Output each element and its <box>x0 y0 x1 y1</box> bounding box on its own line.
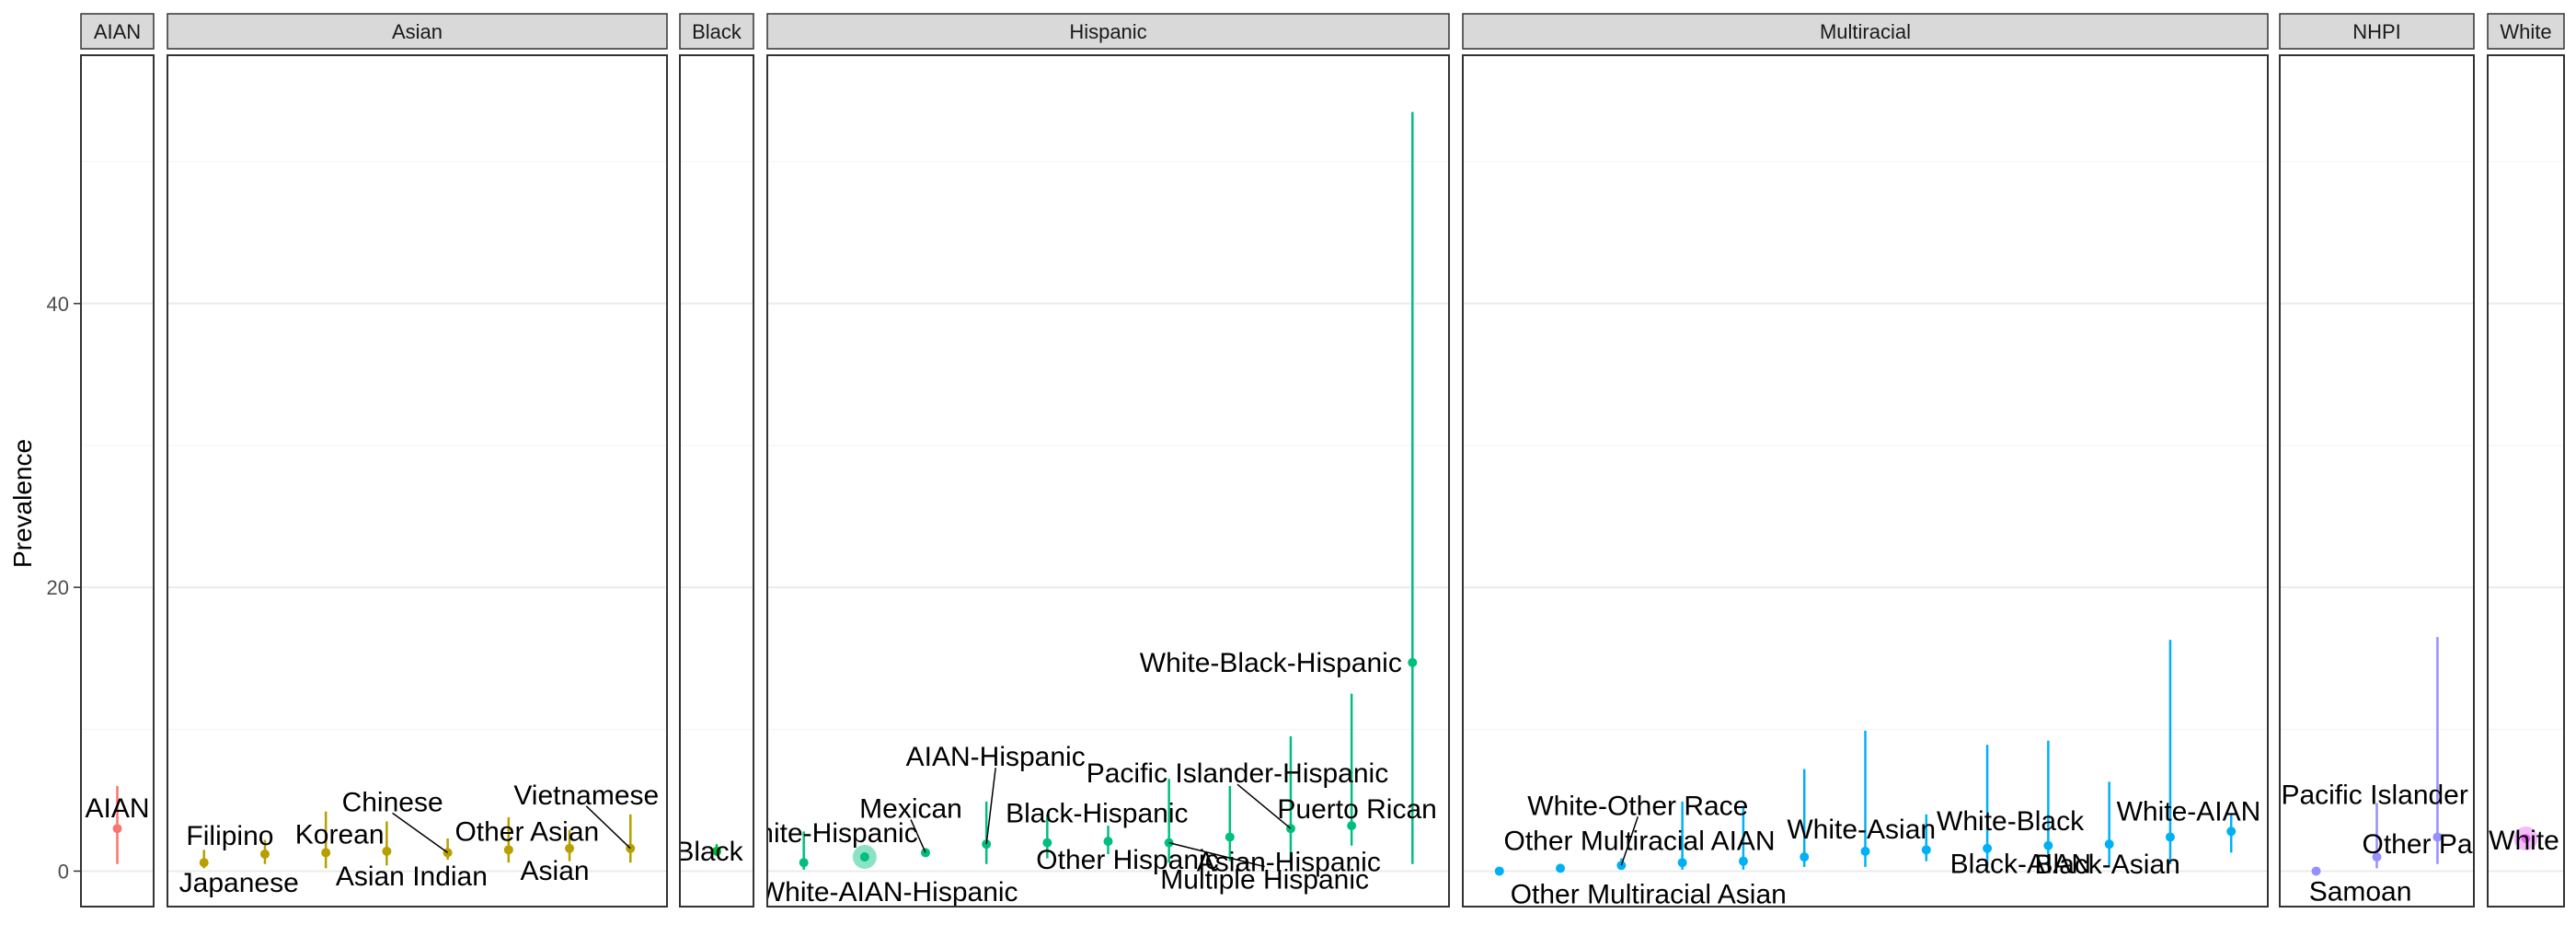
point-label: Asian-Hispanic <box>1197 847 1381 877</box>
data-point <box>1739 857 1748 866</box>
data-point <box>2166 832 2175 841</box>
point-label: Mexican <box>859 793 962 824</box>
y-axis: 0 20 40 <box>47 293 81 884</box>
data-point <box>1495 866 1504 875</box>
data-point <box>2105 839 2114 849</box>
facet-strip-label: AIAN <box>94 20 141 43</box>
facet-hispanic: HispanicWhite-AIAN-HispanicWhite-Hispani… <box>732 14 1449 908</box>
point-label: Asian <box>521 856 590 886</box>
panel-background <box>680 55 753 907</box>
point-label: Other Asian <box>454 816 599 847</box>
data-point <box>1678 858 1687 867</box>
data-point <box>1408 658 1417 667</box>
data-point <box>799 858 809 867</box>
data-point <box>113 824 122 833</box>
point-label: Black-Asian <box>2034 850 2179 880</box>
data-point <box>2226 827 2236 836</box>
point-label: Filipino <box>186 821 273 851</box>
y-tick-label: 40 <box>47 293 69 316</box>
point-label: Puerto Rican <box>1277 794 1436 825</box>
point-label: White-AIAN <box>2117 796 2261 827</box>
data-point <box>1225 832 1235 841</box>
facet-strip-label: Asian <box>392 20 443 43</box>
point-label: Korean <box>295 819 385 850</box>
data-point <box>1922 845 1931 854</box>
point-label: Pacific Islander <box>2281 780 2467 810</box>
facet-aian: AIAN AIAN <box>81 14 154 907</box>
point-label: Black-Hispanic <box>1006 799 1188 829</box>
facet-asian: Asian Japanese Filipino Korean Asian Indian C… <box>167 14 667 907</box>
panel-background <box>2280 55 2474 907</box>
point-label: Other Multiracial Asian <box>1511 879 1787 909</box>
data-point <box>1800 852 1809 861</box>
facet-black: Black Black <box>675 14 753 907</box>
panel-background <box>2488 55 2564 907</box>
facet-labels: Black <box>675 837 743 867</box>
point-label: White-Black-Hispanic <box>1140 648 1402 678</box>
point-label: Vietnamese <box>513 780 659 811</box>
panel-background <box>167 55 667 907</box>
data-point <box>1861 847 1870 856</box>
facet-labels: White <box>2489 826 2559 856</box>
facet-strip-label: White <box>2500 20 2551 43</box>
point-label: Asian Indian <box>336 861 488 892</box>
facet-strip-label: Multiracial <box>1820 20 1911 43</box>
y-axis-title: Prevalence <box>8 439 37 568</box>
facet-multiracial: Multiracial Other Multiracial Asian Other … <box>1463 14 2268 909</box>
data-point <box>860 852 869 861</box>
point-label: AIAN-Hispanic <box>906 742 1086 772</box>
facet-labels: AIAN <box>85 793 149 824</box>
point-label: White <box>2489 826 2559 856</box>
point-label: Black <box>675 837 743 867</box>
point-label: White-AIAN-Hispanic <box>759 877 1018 908</box>
point-label: Chinese <box>342 787 443 817</box>
point-label: White-Other Race <box>1527 791 1748 821</box>
data-point <box>2312 866 2321 875</box>
facet-strip-label: NHPI <box>2352 20 2401 43</box>
point-label: AIAN <box>85 793 149 824</box>
facet-strip-label: Hispanic <box>1069 20 1146 43</box>
y-tick-label: 20 <box>47 576 69 599</box>
y-tick-label: 0 <box>58 860 69 883</box>
data-point <box>200 858 209 867</box>
point-label: Other Multiracial AIAN <box>1504 826 1776 856</box>
point-label: White-Black <box>1937 806 2085 837</box>
point-label: Japanese <box>179 868 299 898</box>
panel-background <box>81 55 154 907</box>
point-label: White-Asian <box>1787 815 1936 845</box>
facet-white: White White <box>2488 14 2564 907</box>
data-point <box>1556 863 1565 873</box>
facet-strip-label: Black <box>692 20 742 43</box>
point-label: Samoan <box>2309 876 2412 907</box>
point-label: Pacific Islander-Hispanic <box>1087 758 1388 789</box>
